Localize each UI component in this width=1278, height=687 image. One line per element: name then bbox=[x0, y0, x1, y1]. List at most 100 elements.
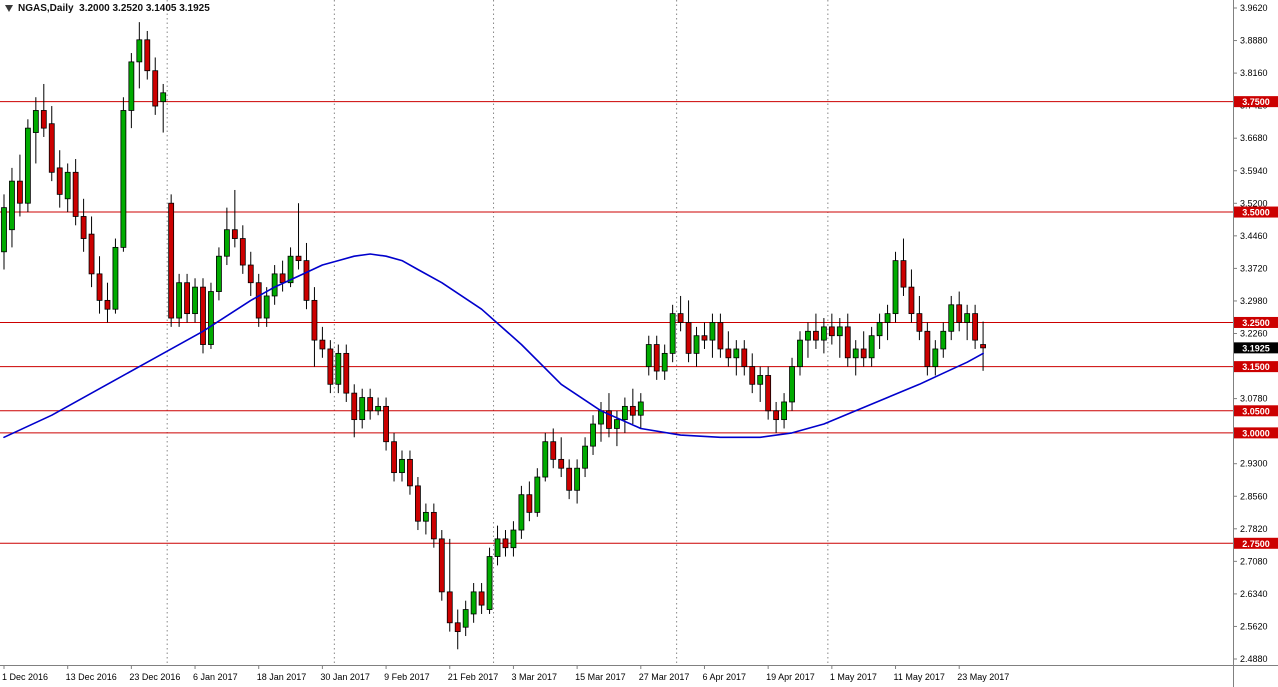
candle-body bbox=[836, 326, 843, 337]
candle-body bbox=[677, 313, 684, 323]
candle-body bbox=[208, 291, 214, 345]
candle-body bbox=[534, 476, 541, 513]
y-axis-label: 2.4880 bbox=[1240, 654, 1268, 664]
candle-body bbox=[415, 485, 421, 522]
y-axis-label: 2.7820 bbox=[1240, 524, 1268, 534]
candle-body bbox=[701, 335, 708, 341]
candle-body bbox=[502, 538, 509, 549]
candle-body bbox=[765, 375, 772, 412]
x-axis-label: 21 Feb 2017 bbox=[448, 672, 499, 682]
candle-body bbox=[438, 538, 445, 593]
price-level-badge bbox=[1234, 96, 1278, 108]
candle-body bbox=[797, 339, 803, 368]
candle-body bbox=[359, 397, 366, 421]
candle-body bbox=[279, 273, 286, 284]
candle-body bbox=[964, 313, 971, 323]
candle-body bbox=[40, 110, 47, 129]
candle-body bbox=[351, 392, 358, 421]
candle-body bbox=[653, 344, 660, 372]
candle-body bbox=[884, 313, 891, 323]
y-axis-label: 3.8880 bbox=[1240, 36, 1268, 46]
moving-average-line bbox=[3, 253, 984, 439]
candle-body bbox=[558, 458, 565, 469]
candle-body bbox=[789, 366, 795, 403]
y-axis-label: 2.8560 bbox=[1240, 491, 1268, 501]
candle-body bbox=[645, 344, 652, 368]
y-axis-label: 3.0780 bbox=[1240, 394, 1268, 404]
candle-body bbox=[590, 423, 596, 447]
candle-body bbox=[693, 335, 700, 354]
price-level-badge bbox=[1234, 316, 1278, 328]
candle-body bbox=[383, 405, 389, 443]
price-level-badge bbox=[1234, 405, 1278, 417]
price-level-badge-label: 3.0500 bbox=[1242, 406, 1270, 416]
candle-body bbox=[860, 348, 867, 359]
candle-body bbox=[319, 339, 326, 350]
candle-body bbox=[335, 352, 342, 385]
candle-body bbox=[287, 255, 294, 284]
candle-body bbox=[741, 348, 748, 368]
candle-body bbox=[757, 375, 764, 385]
x-axis-label: 15 Mar 2017 bbox=[575, 672, 626, 682]
candle-body bbox=[725, 348, 732, 359]
candle-body bbox=[239, 238, 246, 266]
y-axis-label: 3.4460 bbox=[1240, 231, 1268, 241]
candle-body bbox=[940, 330, 947, 350]
candle-body bbox=[972, 313, 979, 341]
candle-body bbox=[454, 622, 461, 633]
candle-body bbox=[104, 299, 111, 310]
candle-body bbox=[303, 260, 310, 301]
candle-body bbox=[518, 494, 525, 531]
chart-title-bar: NGAS,Daily 3.2000 3.2520 3.1405 3.1925 bbox=[5, 3, 210, 14]
candle-body bbox=[184, 282, 190, 315]
candle-body bbox=[120, 110, 127, 248]
candle-body bbox=[375, 405, 382, 412]
candle-body bbox=[916, 313, 923, 332]
candle-body bbox=[908, 286, 915, 315]
candle-body bbox=[900, 260, 907, 288]
price-level-badge bbox=[1234, 537, 1278, 549]
current-price-badge bbox=[1234, 342, 1278, 354]
price-level-badge-label: 2.7500 bbox=[1242, 539, 1270, 549]
candle-body bbox=[733, 348, 740, 359]
candle-body bbox=[637, 401, 644, 416]
price-level-badge-label: 3.5000 bbox=[1242, 208, 1270, 218]
x-axis-label: 18 Jan 2017 bbox=[257, 672, 307, 682]
candle-body bbox=[470, 591, 477, 615]
candle-body bbox=[295, 255, 302, 262]
candle-body bbox=[820, 326, 827, 341]
price-level-badge bbox=[1234, 427, 1278, 439]
candle-body bbox=[550, 441, 557, 460]
candle-body bbox=[542, 441, 549, 478]
y-axis-label: 3.2980 bbox=[1240, 296, 1268, 306]
candle-body bbox=[924, 330, 931, 368]
x-axis-label: 9 Feb 2017 bbox=[384, 672, 430, 682]
candle-body bbox=[56, 167, 63, 195]
candle-body bbox=[407, 458, 413, 487]
candle-body bbox=[621, 405, 628, 421]
candle-body bbox=[200, 286, 206, 345]
candle-body bbox=[391, 441, 397, 474]
candle-body bbox=[128, 61, 135, 111]
y-axis-label: 2.6340 bbox=[1240, 589, 1268, 599]
candle-body bbox=[876, 322, 883, 337]
price-level-badge-label: 3.0000 bbox=[1242, 428, 1270, 438]
y-axis-label: 2.7080 bbox=[1240, 556, 1268, 566]
x-axis-label: 11 May 2017 bbox=[894, 672, 945, 682]
candle-body bbox=[160, 92, 167, 103]
candle-body bbox=[367, 397, 374, 412]
candle-body bbox=[494, 538, 501, 557]
candle-body bbox=[72, 171, 79, 217]
candle-body bbox=[844, 326, 851, 359]
y-axis-label: 3.3720 bbox=[1240, 263, 1268, 273]
price-level-badge-label: 3.7500 bbox=[1242, 97, 1270, 107]
candle-body bbox=[24, 127, 31, 204]
candle-body bbox=[1, 207, 7, 253]
y-axis-label: 2.9300 bbox=[1240, 459, 1268, 469]
candle-body bbox=[152, 70, 159, 107]
price-level-badge-label: 3.1500 bbox=[1242, 362, 1270, 372]
candle-body bbox=[773, 410, 780, 421]
